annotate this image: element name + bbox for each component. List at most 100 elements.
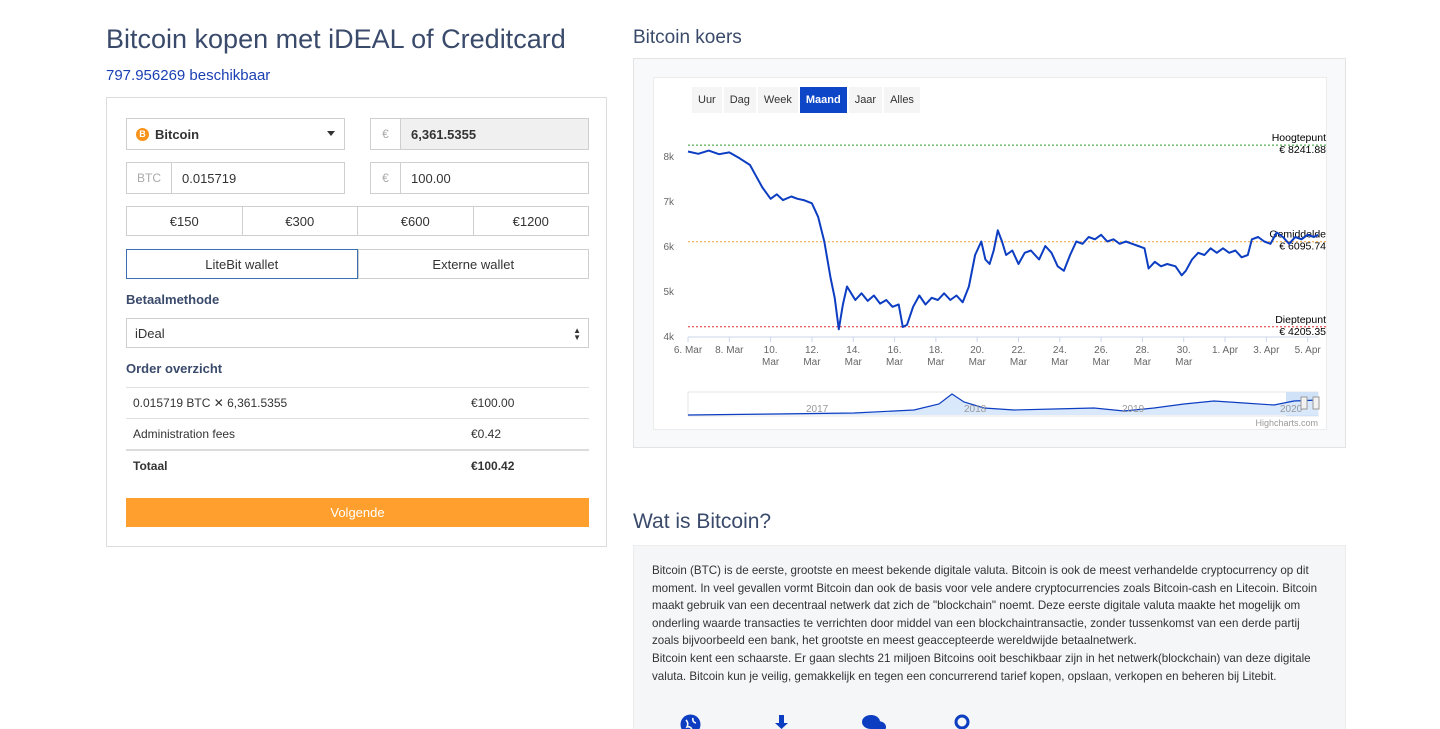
payment-method-select[interactable]: iDeal ▲ ▼ — [126, 318, 589, 348]
x-tick-label: 18. — [929, 345, 943, 356]
range-selector: Uur Dag Week Maand Jaar Alles — [692, 87, 922, 113]
navigator-label: 2018 — [964, 404, 987, 415]
bitcoin-icon: B — [136, 127, 149, 141]
range-alles-button[interactable]: Alles — [884, 87, 920, 113]
info-paragraph-2: Bitcoin kent een schaarste. Er gaan slec… — [652, 651, 1311, 683]
x-tick-label: 24. — [1053, 345, 1067, 356]
order-desc: Totaal — [133, 458, 168, 473]
x-tick-label: 20. — [970, 345, 984, 356]
x-tick-label: 12. — [805, 345, 819, 356]
order-overview-label: Order overzicht — [126, 361, 223, 376]
info-text: Bitcoin (BTC) is de eerste, grootste en … — [652, 562, 1328, 685]
euro-addon: € — [371, 119, 401, 149]
x-tick-label: 16. — [888, 345, 902, 356]
y-tick-label: 4k — [663, 332, 675, 343]
table-row: Administration fees €0.42 — [126, 418, 589, 449]
x-tick-label: 22. — [1012, 345, 1026, 356]
x-tick-label: Mar — [886, 357, 904, 368]
amount-300-button[interactable]: €300 — [243, 207, 358, 235]
x-tick-label: Mar — [1051, 357, 1069, 368]
x-tick-label: 14. — [846, 345, 860, 356]
navigator-label: 2017 — [806, 404, 829, 415]
table-row: 0.015719 BTC ✕ 6,361.5355 €100.00 — [126, 387, 589, 418]
table-row-total: Totaal €100.42 — [126, 449, 589, 480]
quick-amounts: €150 €300 €600 €1200 — [126, 206, 589, 236]
search-icon — [953, 714, 974, 729]
info-heading: Wat is Bitcoin? — [633, 510, 772, 533]
coin-select[interactable]: B Bitcoin — [126, 118, 345, 150]
info-box: Bitcoin (BTC) is de eerste, grootste en … — [633, 545, 1346, 729]
feature-icons — [680, 714, 1044, 729]
external-wallet-button[interactable]: Externe wallet — [357, 249, 589, 279]
select-arrows-icon: ▲ ▼ — [573, 326, 581, 342]
x-tick-label: 26. — [1094, 345, 1108, 356]
info-paragraph-1: Bitcoin (BTC) is de eerste, grootste en … — [652, 564, 1318, 648]
amount-600-button[interactable]: €600 — [358, 207, 474, 235]
y-tick-label: 7k — [663, 197, 675, 208]
buy-form-panel: B Bitcoin € 6,361.5355 BTC 0.015719 € 10… — [106, 97, 607, 547]
x-tick-label: 10. — [764, 345, 778, 356]
x-tick-label: Mar — [1134, 357, 1152, 368]
range-week-button[interactable]: Week — [757, 87, 798, 113]
order-amount: €100.42 — [471, 458, 515, 473]
navigator-label: 2019 — [1122, 404, 1145, 415]
download-icon — [771, 714, 792, 729]
eur-amount-input[interactable]: 100.00 — [411, 170, 451, 186]
range-dag-button[interactable]: Dag — [723, 87, 756, 113]
y-tick-label: 8k — [663, 152, 675, 163]
navigator-handle-left[interactable] — [1300, 396, 1308, 410]
x-tick-label: Mar — [803, 357, 821, 368]
btc-amount-input[interactable]: 0.015719 — [182, 170, 237, 186]
payment-method-value: iDeal — [135, 325, 165, 341]
btc-addon: BTC — [127, 163, 172, 193]
plot-line-value: € 4205.35 — [1279, 326, 1326, 338]
x-tick-label: Mar — [1175, 357, 1193, 368]
order-amount: €100.00 — [471, 396, 515, 410]
price-series-line — [687, 149, 1319, 331]
chat-icon — [862, 714, 886, 729]
range-jaar-button[interactable]: Jaar — [848, 87, 883, 113]
plot-line-name: Hoogtepunt — [1272, 132, 1326, 144]
next-button[interactable]: Volgende — [126, 498, 589, 527]
navigator-label: 2020 — [1280, 404, 1303, 415]
navigator-line — [687, 393, 1319, 416]
price-field: € 6,361.5355 — [370, 118, 589, 150]
x-tick-label: Mar — [969, 357, 987, 368]
amount-150-button[interactable]: €150 — [127, 207, 243, 235]
navigator-area — [688, 394, 1318, 415]
x-tick-label: Mar — [927, 357, 945, 368]
globe-icon — [680, 714, 701, 729]
amount-1200-button[interactable]: €1200 — [512, 213, 549, 229]
btc-amount-field[interactable]: BTC 0.015719 — [126, 162, 345, 194]
order-table: 0.015719 BTC ✕ 6,361.5355 €100.00 Admini… — [126, 387, 589, 480]
y-tick-label: 6k — [663, 242, 675, 253]
plot-line-value: € 6095.74 — [1279, 241, 1326, 253]
navigator-handle-right[interactable] — [1312, 396, 1320, 410]
plot-line-name: Dieptepunt — [1275, 314, 1326, 326]
y-tick-label: 5k — [663, 287, 675, 298]
page-title: Bitcoin kopen met iDEAL of Creditcard — [106, 24, 566, 54]
available-amount: 797.956269 beschikbaar — [106, 67, 271, 84]
chart-navigator[interactable]: 2017 2018 2019 2020 — [687, 391, 1320, 417]
order-desc: 0.015719 BTC ✕ 6,361.5355 — [133, 396, 288, 410]
wallet-toggle: LiteBit wallet Externe wallet — [126, 249, 589, 279]
payment-method-label: Betaalmethode — [126, 292, 220, 307]
price-chart: Uur Dag Week Maand Jaar Alles 8k 7k 6k 5k 4k… — [653, 77, 1327, 430]
range-uur-button[interactable]: Uur — [692, 87, 722, 113]
x-tick-label: 1. Apr — [1212, 345, 1239, 356]
order-desc: Administration fees — [133, 427, 236, 441]
plot-line-value: € 8241.88 — [1279, 144, 1326, 156]
highcharts-credit[interactable]: Highcharts.com — [1255, 418, 1318, 428]
chart-container: Uur Dag Week Maand Jaar Alles 8k 7k 6k 5k 4k… — [633, 58, 1346, 448]
x-tick-label: Mar — [845, 357, 863, 368]
coin-select-value: Bitcoin — [155, 126, 200, 142]
range-maand-button[interactable]: Maand — [799, 87, 847, 113]
price-value: 6,361.5355 — [411, 126, 477, 142]
litebit-wallet-button[interactable]: LiteBit wallet — [126, 249, 358, 279]
x-tick-label: 30. — [1177, 345, 1191, 356]
euro-addon: € — [371, 163, 401, 193]
x-tick-label: 3. Apr — [1253, 345, 1280, 356]
x-tick-label: Mar — [1010, 357, 1028, 368]
eur-amount-field[interactable]: € 100.00 — [370, 162, 589, 194]
